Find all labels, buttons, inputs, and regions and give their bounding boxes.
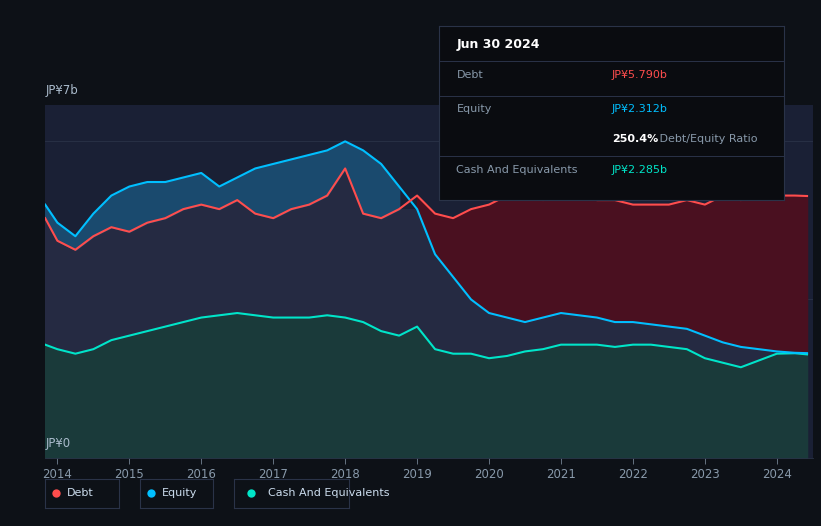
Text: JP¥7b: JP¥7b (45, 84, 78, 97)
Text: Cash And Equivalents: Cash And Equivalents (456, 165, 578, 175)
Text: Jun 30 2024: Jun 30 2024 (456, 38, 540, 52)
Text: Equity: Equity (162, 488, 197, 498)
Text: Cash And Equivalents: Cash And Equivalents (268, 488, 390, 498)
Text: Debt: Debt (67, 488, 94, 498)
Text: JP¥2.285b: JP¥2.285b (612, 165, 667, 175)
Text: Debt/Equity Ratio: Debt/Equity Ratio (657, 134, 758, 144)
Text: Equity: Equity (456, 104, 492, 115)
Text: Debt: Debt (456, 69, 484, 80)
Text: JP¥5.790b: JP¥5.790b (612, 69, 667, 80)
Text: JP¥0: JP¥0 (45, 437, 71, 450)
Text: 250.4%: 250.4% (612, 134, 658, 144)
Text: JP¥2.312b: JP¥2.312b (612, 104, 667, 115)
